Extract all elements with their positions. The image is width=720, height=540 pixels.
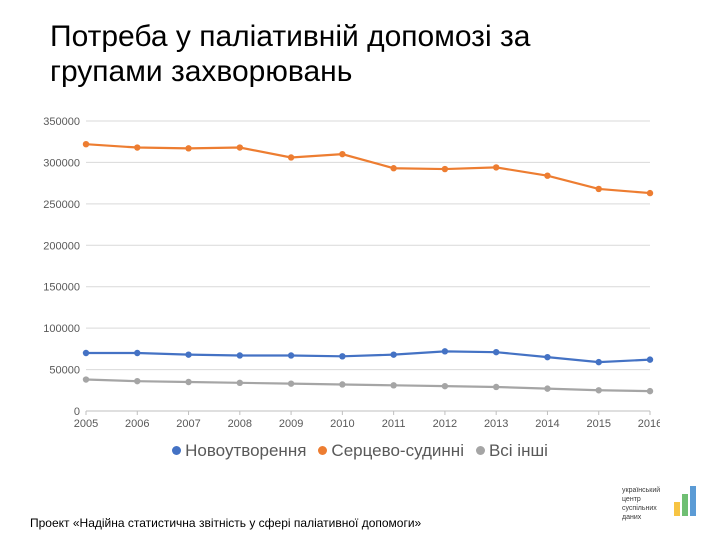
x-tick-label: 2013 bbox=[484, 418, 508, 430]
logo-text-line: український bbox=[622, 486, 660, 494]
x-tick-label: 2012 bbox=[433, 418, 457, 430]
series-marker bbox=[596, 186, 602, 192]
series-marker bbox=[339, 151, 345, 157]
x-tick-label: 2009 bbox=[279, 418, 303, 430]
y-tick-label: 250000 bbox=[43, 199, 80, 211]
series-marker bbox=[237, 352, 243, 358]
series-marker bbox=[493, 164, 499, 170]
footer-text: Проект «Надійна статистична звітність у … bbox=[30, 516, 450, 530]
logo-text-line: центр bbox=[622, 496, 641, 503]
y-tick-label: 300000 bbox=[43, 157, 80, 169]
series-marker bbox=[185, 379, 191, 385]
logo-bar bbox=[690, 486, 696, 516]
series-marker bbox=[134, 350, 140, 356]
x-tick-label: 2011 bbox=[382, 418, 406, 430]
legend-item: Серцево-судинні bbox=[318, 441, 464, 461]
series-marker bbox=[83, 141, 89, 147]
series-marker bbox=[390, 382, 396, 388]
legend-item: Новоутворення bbox=[172, 441, 306, 461]
series-marker bbox=[339, 381, 345, 387]
series-marker bbox=[596, 359, 602, 365]
series-marker bbox=[544, 172, 550, 178]
series-marker bbox=[288, 380, 294, 386]
logo-text-line: суспільних bbox=[622, 504, 657, 512]
series-marker bbox=[493, 349, 499, 355]
series-marker bbox=[339, 353, 345, 359]
legend-item: Всі інші bbox=[476, 441, 548, 461]
series-marker bbox=[237, 380, 243, 386]
series-marker bbox=[185, 351, 191, 357]
legend-label: Всі інші bbox=[489, 441, 548, 461]
y-tick-label: 200000 bbox=[43, 240, 80, 252]
series-marker bbox=[647, 356, 653, 362]
series-marker bbox=[647, 190, 653, 196]
y-tick-label: 350000 bbox=[43, 116, 80, 128]
logo-bar bbox=[674, 502, 680, 516]
logo-bar bbox=[682, 494, 688, 516]
y-tick-label: 0 bbox=[74, 406, 80, 418]
legend-label: Новоутворення bbox=[185, 441, 306, 461]
chart-area: 0 50000 100000 150000 200000 250000 300000 3500… bbox=[30, 115, 660, 435]
series-marker bbox=[134, 144, 140, 150]
legend-marker-icon bbox=[172, 446, 181, 455]
x-tick-label: 2014 bbox=[535, 418, 559, 430]
x-tick-label: 2006 bbox=[125, 418, 149, 430]
series-marker bbox=[442, 166, 448, 172]
series-marker bbox=[544, 385, 550, 391]
y-tick-label: 100000 bbox=[43, 323, 80, 335]
chart-legend: Новоутворення Серцево-судинні Всі інші bbox=[0, 440, 720, 461]
x-tick-label: 2007 bbox=[176, 418, 200, 430]
series-marker bbox=[390, 165, 396, 171]
slide-title: Потреба у паліативній допомозі за групам… bbox=[50, 20, 650, 89]
x-tick-label: 2010 bbox=[330, 418, 354, 430]
series-marker bbox=[442, 348, 448, 354]
series-marker bbox=[237, 144, 243, 150]
series-marker bbox=[185, 145, 191, 151]
brand-logo: український центрсуспільних даних bbox=[622, 480, 700, 528]
x-tick-label: 2008 bbox=[228, 418, 252, 430]
series-marker bbox=[134, 378, 140, 384]
series-marker bbox=[544, 354, 550, 360]
series-marker bbox=[493, 384, 499, 390]
y-tick-label: 50000 bbox=[49, 365, 80, 377]
y-tick-label: 150000 bbox=[43, 282, 80, 294]
series-marker bbox=[390, 351, 396, 357]
line-chart: 0 50000 100000 150000 200000 250000 300000 3500… bbox=[30, 115, 660, 435]
series-marker bbox=[442, 383, 448, 389]
series-line bbox=[86, 144, 650, 193]
series-line bbox=[86, 380, 650, 392]
legend-label: Серцево-судинні bbox=[331, 441, 464, 461]
legend-marker-icon bbox=[318, 446, 327, 455]
series-line bbox=[86, 351, 650, 362]
series-marker bbox=[288, 352, 294, 358]
x-tick-label: 2005 bbox=[74, 418, 98, 430]
series-marker bbox=[288, 154, 294, 160]
logo-text-line: даних bbox=[622, 514, 642, 521]
x-tick-label: 2015 bbox=[586, 418, 610, 430]
series-marker bbox=[596, 387, 602, 393]
x-tick-label: 2016 bbox=[638, 418, 660, 430]
series-marker bbox=[83, 376, 89, 382]
legend-marker-icon bbox=[476, 446, 485, 455]
series-marker bbox=[647, 388, 653, 394]
series-marker bbox=[83, 350, 89, 356]
